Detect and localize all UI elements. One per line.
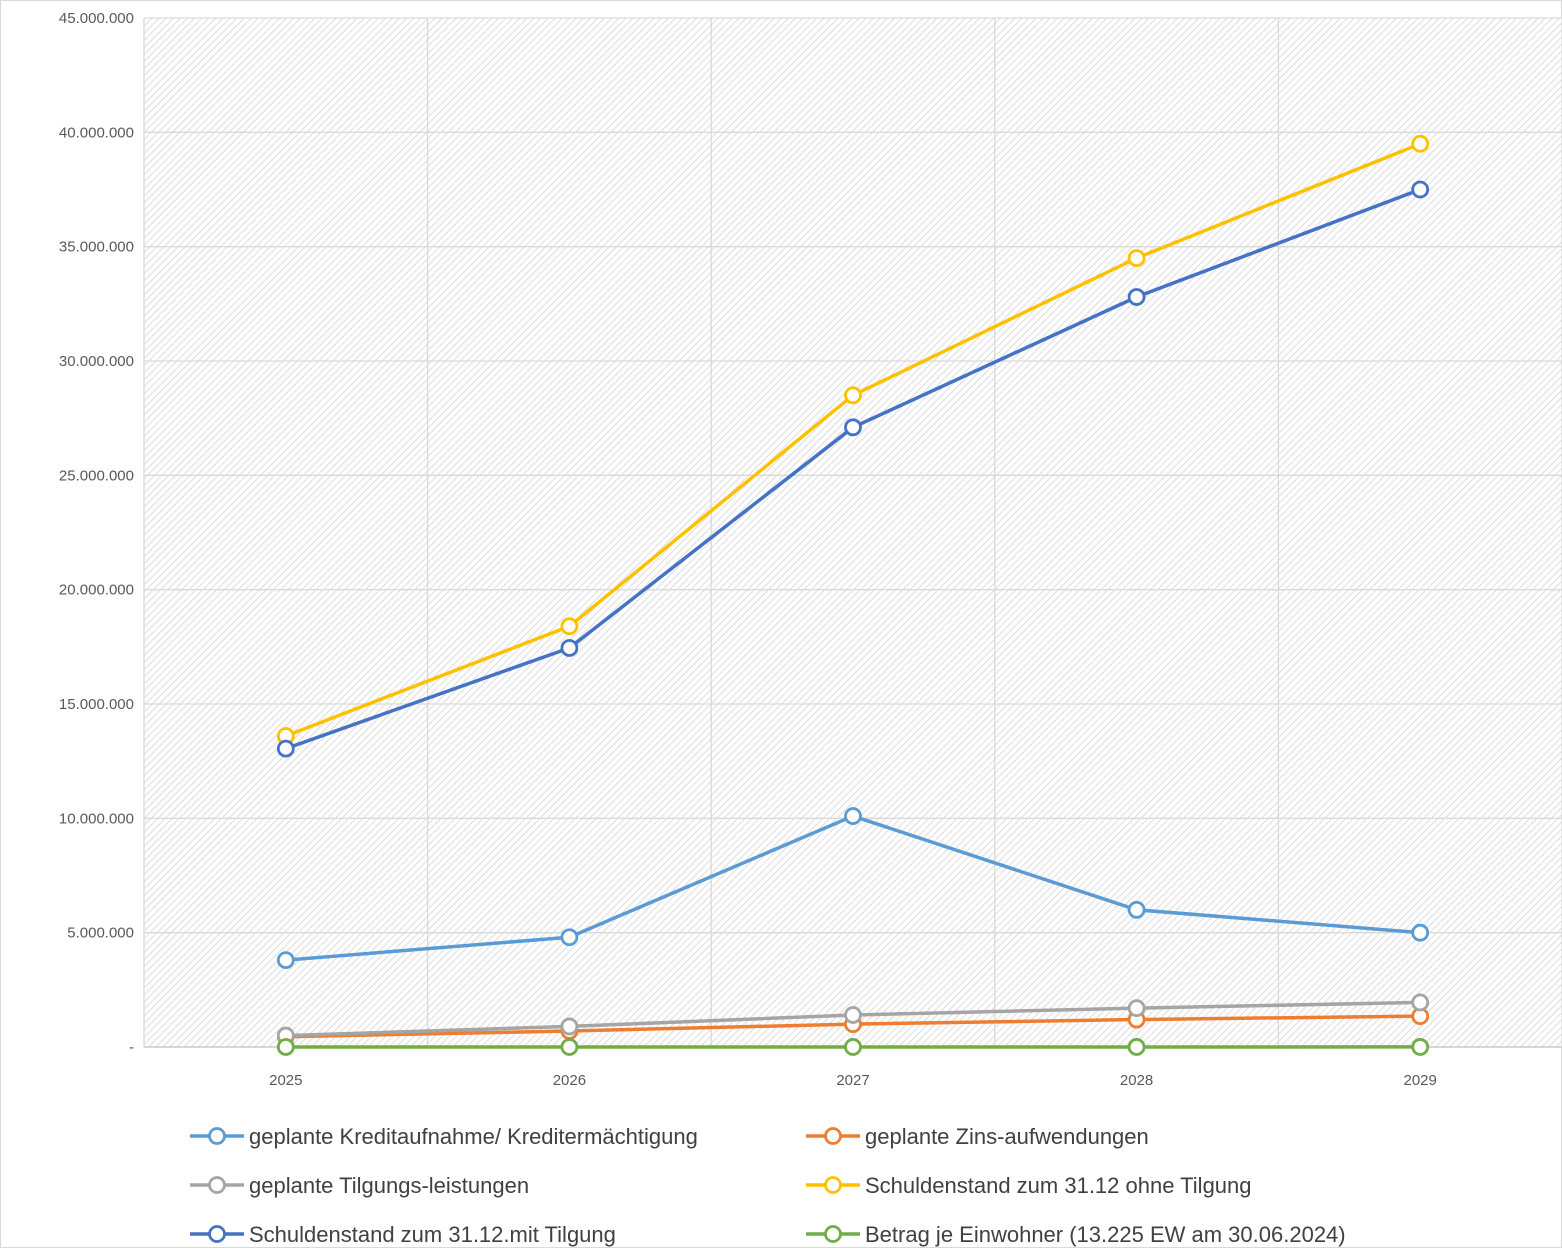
y-tick-label: 15.000.000 — [59, 696, 134, 713]
data-point — [278, 1039, 293, 1054]
legend-label: geplante Zins-aufwendungen — [865, 1124, 1149, 1149]
data-point — [1129, 902, 1144, 917]
data-point — [846, 420, 861, 435]
data-point — [562, 1019, 577, 1034]
legend-label: geplante Kreditaufnahme/ Kreditermächtig… — [249, 1124, 698, 1149]
legend-item: Betrag je Einwohner (13.225 EW am 30.06.… — [806, 1222, 1346, 1247]
legend-swatch-marker — [210, 1129, 225, 1144]
legend-label: Betrag je Einwohner (13.225 EW am 30.06.… — [865, 1222, 1346, 1247]
y-tick-label: 5.000.000 — [67, 925, 134, 942]
data-point — [1413, 182, 1428, 197]
data-point — [278, 953, 293, 968]
data-point — [1129, 1039, 1144, 1054]
legend-label: Schuldenstand zum 31.12 ohne Tilgung — [865, 1173, 1252, 1198]
data-point — [1413, 995, 1428, 1010]
data-point — [1129, 289, 1144, 304]
legend-item: geplante Kreditaufnahme/ Kreditermächtig… — [190, 1124, 698, 1149]
data-point — [562, 930, 577, 945]
legend-swatch-marker — [210, 1178, 225, 1193]
data-point — [1413, 1039, 1428, 1054]
legend-item: Schuldenstand zum 31.12.mit Tilgung — [190, 1222, 616, 1247]
y-tick-label: - — [129, 1039, 134, 1056]
y-tick-label: 30.000.000 — [59, 353, 134, 370]
legend-item: Schuldenstand zum 31.12 ohne Tilgung — [806, 1173, 1252, 1198]
data-point — [846, 809, 861, 824]
y-tick-label: 45.000.000 — [59, 10, 134, 27]
data-point — [1413, 925, 1428, 940]
data-point — [1129, 251, 1144, 266]
y-tick-label: 20.000.000 — [59, 582, 134, 599]
y-tick-label: 35.000.000 — [59, 239, 134, 256]
data-point — [278, 741, 293, 756]
data-point — [562, 619, 577, 634]
legend-label: Schuldenstand zum 31.12.mit Tilgung — [249, 1222, 616, 1247]
x-tick-label: 2027 — [836, 1072, 869, 1089]
y-tick-label: 10.000.000 — [59, 810, 134, 827]
legend-swatch-marker — [210, 1227, 225, 1242]
legend-swatch-marker — [826, 1227, 841, 1242]
data-point — [1413, 136, 1428, 151]
data-point — [1129, 1001, 1144, 1016]
x-tick-label: 2026 — [553, 1072, 586, 1089]
data-point — [846, 1039, 861, 1054]
legend-swatch-marker — [826, 1178, 841, 1193]
y-tick-label: 40.000.000 — [59, 124, 134, 141]
x-tick-label: 2025 — [269, 1072, 302, 1089]
data-point — [846, 1007, 861, 1022]
x-tick-label: 2028 — [1120, 1072, 1153, 1089]
data-point — [562, 1039, 577, 1054]
data-point — [846, 388, 861, 403]
legend-label: geplante Tilgungs-leistungen — [249, 1173, 529, 1198]
x-tick-label: 2029 — [1404, 1072, 1437, 1089]
legend-swatch-marker — [826, 1129, 841, 1144]
y-tick-label: 25.000.000 — [59, 467, 134, 484]
data-point — [562, 640, 577, 655]
